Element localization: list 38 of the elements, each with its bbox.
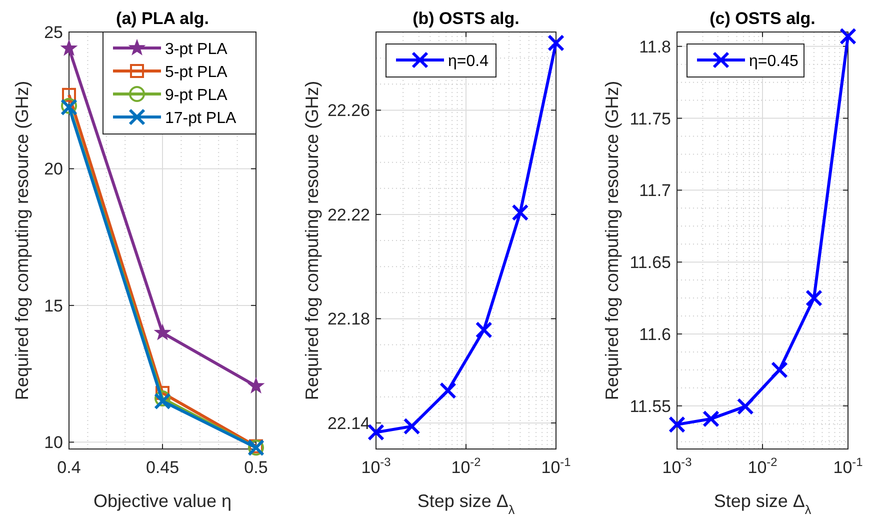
x-tick-label: 10$^{-1}$: [541, 455, 572, 477]
y-tick-label: 11.7: [639, 181, 671, 200]
legend-label: 3-pt PLA: [165, 41, 228, 58]
legend-label: 9-pt PLA: [165, 87, 228, 104]
x-axis-title: Step size Δ$_{λ}$: [714, 491, 812, 517]
y-axis-title: Required fog computing resource (GHz): [602, 80, 622, 400]
y-tick-label: 20: [44, 160, 63, 179]
y-tick-label: 25: [44, 23, 63, 42]
chart-title: (a) PLA alg.: [116, 9, 209, 28]
x-tick-label: 10$^{-2}$: [451, 455, 482, 477]
y-tick-label: 22.14: [327, 414, 370, 433]
x-tick-label: 10$^{-2}$: [748, 455, 778, 477]
y-tick-label: 10: [44, 433, 63, 452]
y-axis-title: Required fog computing resource (GHz): [302, 80, 322, 400]
y-tick-label: 11.8: [639, 37, 671, 56]
y-tick-label: 22.18: [327, 310, 370, 329]
chart-title: (c) OSTS alg.: [710, 9, 816, 28]
x-axis-title: Step size Δ$_{λ}$: [417, 491, 516, 517]
y-axis-title: Required fog computing resource (GHz): [12, 80, 32, 400]
x-tick-label: 0.5: [244, 458, 268, 477]
y-tick-label: 11.75: [630, 109, 671, 128]
y-tick-label: 11.6: [639, 324, 671, 344]
legend-label: 17-pt PLA: [165, 110, 236, 127]
x-tick-label: 0.45: [146, 458, 180, 477]
y-tick-label: 15: [44, 296, 63, 316]
x-tick-label: 10$^{-1}$: [833, 455, 864, 477]
x-tick-label: 10$^{-3}$: [361, 455, 392, 477]
x-axis-title: Objective value η: [93, 491, 232, 511]
x-tick-label: 10$^{-3}$: [662, 455, 692, 477]
y-tick-label: 11.65: [630, 253, 671, 272]
legend-label: η=0.4: [448, 53, 489, 70]
x-tick-label: 0.4: [57, 458, 81, 477]
chart-title: (b) OSTS alg.: [412, 9, 520, 28]
y-tick-label: 22.22: [327, 205, 370, 224]
legend-label: 5-pt PLA: [165, 64, 228, 81]
legend-label: η=0.45: [749, 53, 798, 70]
y-tick-label: 11.55: [630, 396, 671, 416]
y-tick-label: 22.26: [327, 101, 370, 120]
